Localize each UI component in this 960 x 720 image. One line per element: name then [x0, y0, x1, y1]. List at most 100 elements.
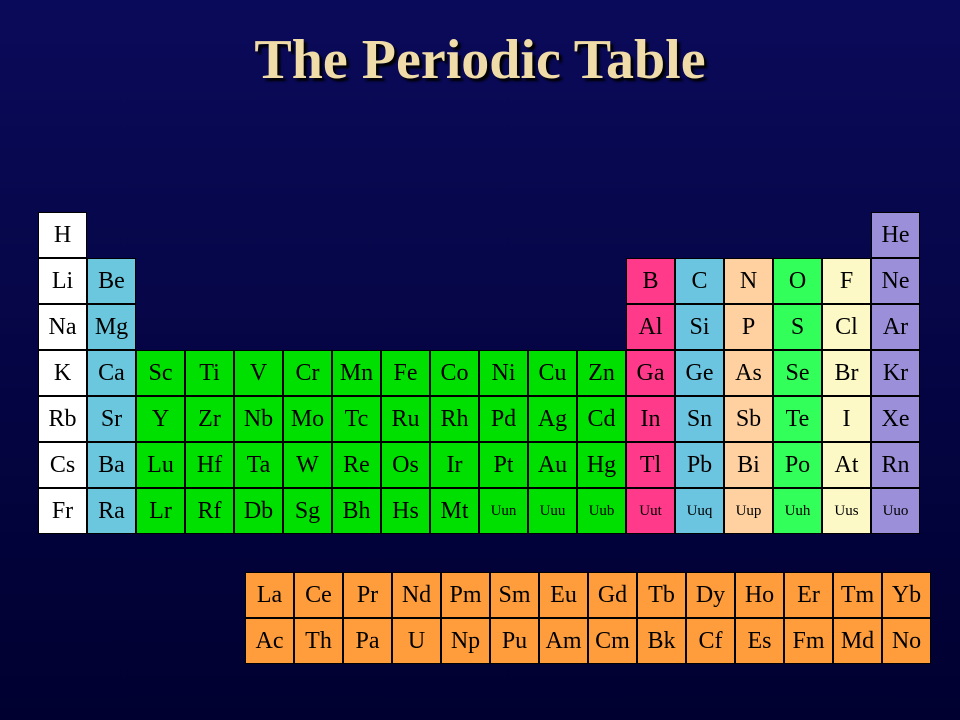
- element-bh: Bh: [332, 488, 381, 534]
- element-f: F: [822, 258, 871, 304]
- element-eu: Eu: [539, 572, 588, 618]
- element-ru: Ru: [381, 396, 430, 442]
- element-as: As: [724, 350, 773, 396]
- element-tm: Tm: [833, 572, 882, 618]
- element-mg: Mg: [87, 304, 136, 350]
- element-ir: Ir: [430, 442, 479, 488]
- element-fm: Fm: [784, 618, 833, 664]
- element-cm: Cm: [588, 618, 637, 664]
- element-ra: Ra: [87, 488, 136, 534]
- page-title: The Periodic Table: [0, 0, 960, 92]
- element-ne: Ne: [871, 258, 920, 304]
- element-n: N: [724, 258, 773, 304]
- element-re: Re: [332, 442, 381, 488]
- element-uut: Uut: [626, 488, 675, 534]
- element-sr: Sr: [87, 396, 136, 442]
- element-zr: Zr: [185, 396, 234, 442]
- element-tl: Tl: [626, 442, 675, 488]
- element-c: C: [675, 258, 724, 304]
- element-cl: Cl: [822, 304, 871, 350]
- element-po: Po: [773, 442, 822, 488]
- element-te: Te: [773, 396, 822, 442]
- element-ag: Ag: [528, 396, 577, 442]
- element-uus: Uus: [822, 488, 871, 534]
- element-sc: Sc: [136, 350, 185, 396]
- element-o: O: [773, 258, 822, 304]
- element-w: W: [283, 442, 332, 488]
- element-in: In: [626, 396, 675, 442]
- element-ti: Ti: [185, 350, 234, 396]
- element-cs: Cs: [38, 442, 87, 488]
- element-uub: Uub: [577, 488, 626, 534]
- element-os: Os: [381, 442, 430, 488]
- element-tb: Tb: [637, 572, 686, 618]
- element-mo: Mo: [283, 396, 332, 442]
- element-li: Li: [38, 258, 87, 304]
- element-rf: Rf: [185, 488, 234, 534]
- element-uup: Uup: [724, 488, 773, 534]
- element-ca: Ca: [87, 350, 136, 396]
- element-ta: Ta: [234, 442, 283, 488]
- element-gd: Gd: [588, 572, 637, 618]
- element-tc: Tc: [332, 396, 381, 442]
- element-cd: Cd: [577, 396, 626, 442]
- element-v: V: [234, 350, 283, 396]
- element-bi: Bi: [724, 442, 773, 488]
- element-fr: Fr: [38, 488, 87, 534]
- element-ni: Ni: [479, 350, 528, 396]
- element-sb: Sb: [724, 396, 773, 442]
- element-uuu: Uuu: [528, 488, 577, 534]
- element-au: Au: [528, 442, 577, 488]
- element-at: At: [822, 442, 871, 488]
- element-b: B: [626, 258, 675, 304]
- element-ar: Ar: [871, 304, 920, 350]
- element-co: Co: [430, 350, 479, 396]
- element-uuh: Uuh: [773, 488, 822, 534]
- element-k: K: [38, 350, 87, 396]
- element-ce: Ce: [294, 572, 343, 618]
- element-uuq: Uuq: [675, 488, 724, 534]
- element-zn: Zn: [577, 350, 626, 396]
- element-th: Th: [294, 618, 343, 664]
- element-pd: Pd: [479, 396, 528, 442]
- element-be: Be: [87, 258, 136, 304]
- element-cf: Cf: [686, 618, 735, 664]
- element-kr: Kr: [871, 350, 920, 396]
- element-er: Er: [784, 572, 833, 618]
- element-pm: Pm: [441, 572, 490, 618]
- element-p: P: [724, 304, 773, 350]
- element-no: No: [882, 618, 931, 664]
- element-uun: Uun: [479, 488, 528, 534]
- element-i: I: [822, 396, 871, 442]
- element-nb: Nb: [234, 396, 283, 442]
- element-nd: Nd: [392, 572, 441, 618]
- element-la: La: [245, 572, 294, 618]
- element-sn: Sn: [675, 396, 724, 442]
- element-na: Na: [38, 304, 87, 350]
- element-md: Md: [833, 618, 882, 664]
- element-dy: Dy: [686, 572, 735, 618]
- element-am: Am: [539, 618, 588, 664]
- element-fe: Fe: [381, 350, 430, 396]
- element-np: Np: [441, 618, 490, 664]
- element-xe: Xe: [871, 396, 920, 442]
- element-br: Br: [822, 350, 871, 396]
- element-pa: Pa: [343, 618, 392, 664]
- element-se: Se: [773, 350, 822, 396]
- element-pb: Pb: [675, 442, 724, 488]
- element-y: Y: [136, 396, 185, 442]
- element-lr: Lr: [136, 488, 185, 534]
- element-u: U: [392, 618, 441, 664]
- element-mt: Mt: [430, 488, 479, 534]
- element-es: Es: [735, 618, 784, 664]
- element-hs: Hs: [381, 488, 430, 534]
- element-pu: Pu: [490, 618, 539, 664]
- element-al: Al: [626, 304, 675, 350]
- element-ba: Ba: [87, 442, 136, 488]
- element-h: H: [38, 212, 87, 258]
- element-hf: Hf: [185, 442, 234, 488]
- element-he: He: [871, 212, 920, 258]
- element-pt: Pt: [479, 442, 528, 488]
- element-uuo: Uuo: [871, 488, 920, 534]
- element-cu: Cu: [528, 350, 577, 396]
